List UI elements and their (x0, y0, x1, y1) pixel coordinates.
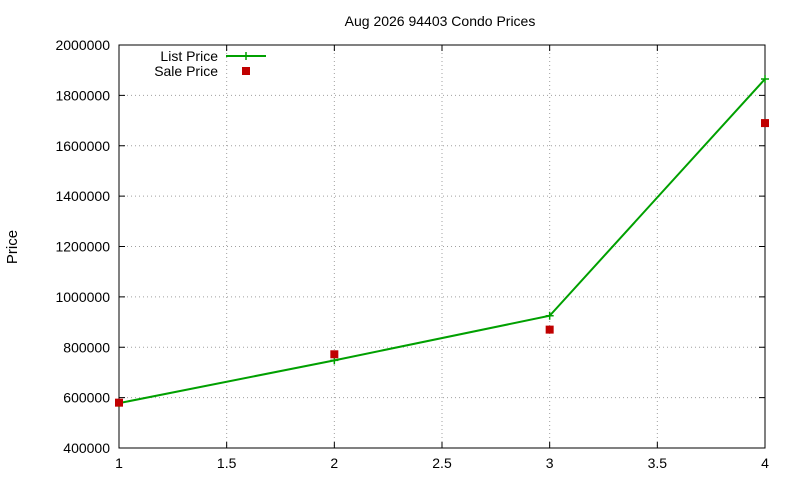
y-tick-label: 800000 (63, 339, 110, 355)
y-tick-label: 400000 (63, 440, 110, 456)
y-axis-label: Price (4, 230, 21, 264)
legend-marker-list-price (242, 52, 250, 60)
sale-price-point (115, 398, 123, 407)
x-tick-label: 3 (546, 455, 554, 471)
gridlines (119, 45, 765, 448)
y-tick-label: 1200000 (55, 239, 110, 255)
y-tick-label: 1400000 (55, 188, 110, 204)
x-tick-label: 1.5 (217, 455, 237, 471)
y-tick-label: 1600000 (55, 138, 110, 154)
legend-marker-sale-price (242, 67, 250, 75)
sale-price-point (545, 325, 554, 334)
list-price-line (118, 78, 766, 405)
legend-label-sale-price: Sale Price (154, 63, 218, 79)
x-tick-label: 2 (330, 455, 338, 471)
x-tick-label: 2.5 (432, 455, 452, 471)
chart-title: Aug 2026 94403 Condo Prices (345, 13, 536, 29)
y-tick-label: 1000000 (55, 289, 110, 305)
y-tick-label: 600000 (63, 390, 110, 406)
x-tick-label: 4 (761, 455, 769, 471)
axis-ticks: 400000 600000 800000 1000000 1200000 1400000 1… (55, 37, 769, 471)
y-tick-label: 1800000 (55, 87, 110, 103)
sale-price-point (761, 119, 769, 128)
list-price-point (761, 75, 769, 84)
legend-label-list-price: List Price (160, 48, 218, 64)
x-tick-label: 1 (115, 455, 123, 471)
sale-price-point (330, 350, 339, 359)
x-tick-label: 3.5 (648, 455, 668, 471)
series (115, 75, 769, 408)
y-tick-label: 2000000 (55, 37, 110, 53)
list-price-point (545, 311, 554, 320)
